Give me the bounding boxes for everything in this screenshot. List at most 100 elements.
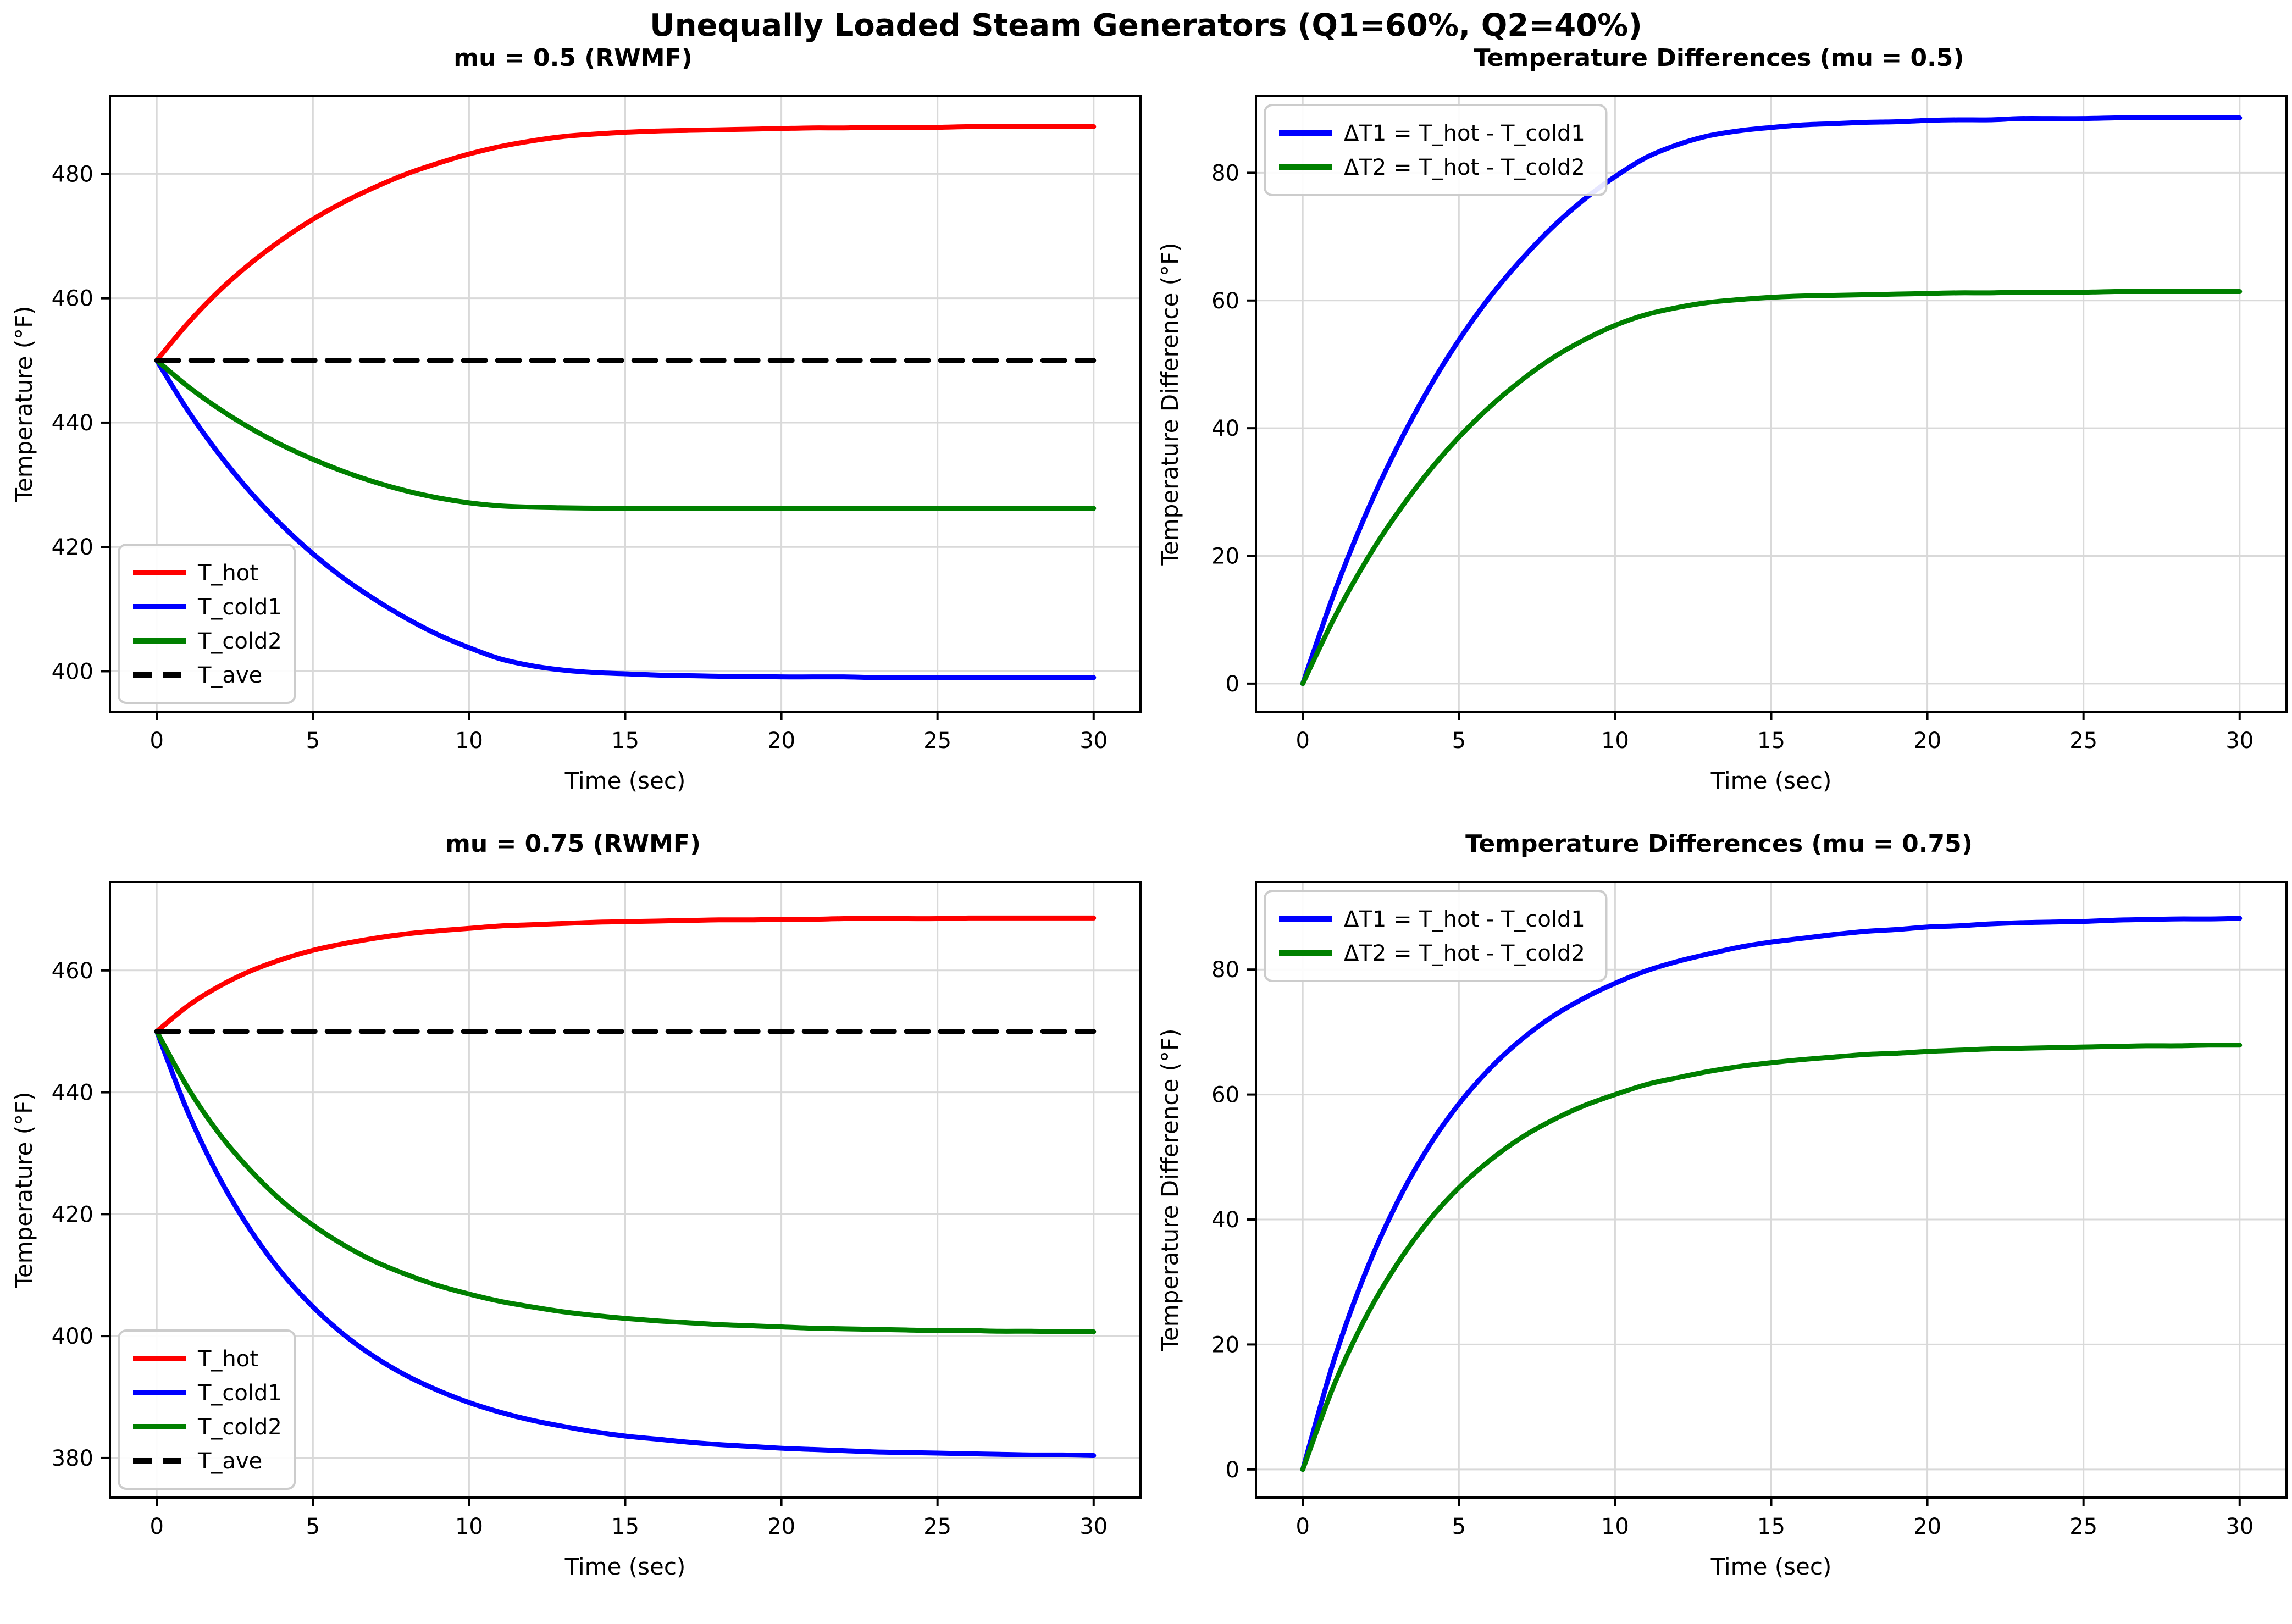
y-tick-label: 60 [1211, 289, 1239, 314]
x-tick-label: 10 [455, 1514, 483, 1539]
series-group [1300, 916, 2243, 1472]
legend: T_hot T_cold1 T_cold2 T_ave [118, 1329, 296, 1490]
x-tick-label: 0 [1296, 1514, 1310, 1539]
x-tick-label: 10 [455, 728, 483, 753]
y-tick-label: 400 [52, 659, 93, 684]
y-tick-label: 40 [1211, 1207, 1239, 1233]
subplot-title: mu = 0.5 (RWMF) [453, 44, 693, 72]
subplot-title: Temperature Differences (mu = 0.5) [1474, 44, 1964, 72]
series-line [154, 358, 1097, 680]
series-line [154, 1029, 1097, 1334]
legend: ΔT1 = T_hot - T_cold1 ΔT2 = T_hot - T_col… [1264, 890, 1608, 982]
x-tick-label: 5 [306, 1514, 320, 1539]
x-axis-label: Time (sec) [1710, 1553, 1832, 1580]
legend-label: T_hot [197, 1346, 258, 1372]
x-tick-label: 20 [767, 1514, 795, 1539]
x-tick-label: 25 [923, 1514, 951, 1539]
axis-ticks: 0 5 10 15 20 25 30 0 20 40 60 80 [1211, 957, 2254, 1539]
subplot-mu075-differences: Temperature Differences (mu = 0.75) 0 5 10… [1146, 830, 2292, 1610]
legend-label: T_ave [197, 1449, 262, 1474]
chart-svg-mu075-temperatures: 0 5 10 15 20 25 30 380 400 420 440 460 Time (sec) Tem… [10, 881, 1142, 1580]
chart-svg-mu05-temperatures: 0 5 10 15 20 25 30 400 420 440 460 480 Time (sec) Tem… [10, 95, 1142, 794]
y-tick-label: 420 [52, 535, 93, 560]
series-line [154, 124, 1097, 363]
y-axis-label: Temperature (°F) [10, 306, 37, 502]
axis-ticks: 0 5 10 15 20 25 30 400 420 440 460 480 [52, 162, 1108, 753]
series-group [154, 124, 1097, 680]
x-tick-label: 25 [2069, 728, 2097, 753]
y-tick-label: 60 [1211, 1083, 1239, 1108]
y-tick-label: 460 [52, 958, 93, 984]
series-line [1300, 289, 2243, 686]
legend-box [1264, 890, 1608, 982]
x-tick-label: 5 [1452, 1514, 1466, 1539]
x-tick-label: 20 [1913, 1514, 1941, 1539]
y-tick-label: 440 [52, 1080, 93, 1106]
legend-box [118, 1329, 296, 1490]
axis-ticks: 0 5 10 15 20 25 30 0 20 40 60 80 [1211, 160, 2254, 753]
series-line [154, 1029, 1097, 1458]
series-line [1300, 916, 2243, 1472]
x-tick-label: 10 [1601, 1514, 1629, 1539]
y-axis-label: Temperature Difference (°F) [1156, 1028, 1183, 1351]
x-tick-label: 15 [611, 1514, 639, 1539]
y-axis-label: Temperature (°F) [10, 1091, 37, 1288]
legend: ΔT1 = T_hot - T_cold1 ΔT2 = T_hot - T_col… [1264, 104, 1608, 196]
y-tick-label: 380 [52, 1446, 93, 1471]
legend-label: T_cold1 [197, 1381, 282, 1406]
figure-suptitle: Unequally Loaded Steam Generators (Q1=60… [650, 8, 1642, 43]
chart-svg-mu075-differences: 0 5 10 15 20 25 30 0 20 40 60 80 Time (sec) Temperatu… [1156, 881, 2288, 1580]
x-tick-label: 0 [1296, 728, 1310, 753]
x-axis-label: Time (sec) [564, 767, 686, 794]
series-line [154, 915, 1097, 1034]
y-tick-label: 80 [1211, 957, 1239, 983]
legend-label: ΔT2 = T_hot - T_cold2 [1344, 155, 1585, 180]
x-tick-label: 15 [1757, 728, 1785, 753]
y-tick-label: 0 [1226, 1457, 1239, 1483]
subplot-mu05-differences: Temperature Differences (mu = 0.5) 0 5 10 1… [1146, 44, 2292, 824]
x-tick-label: 15 [1757, 1514, 1785, 1539]
legend-label: ΔT1 = T_hot - T_cold1 [1344, 907, 1585, 932]
x-tick-label: 20 [1913, 728, 1941, 753]
y-tick-label: 420 [52, 1202, 93, 1227]
grid-lines [1256, 96, 2287, 712]
legend-label: T_ave [197, 663, 262, 688]
legend-label: ΔT1 = T_hot - T_cold1 [1344, 121, 1585, 146]
x-tick-label: 10 [1601, 728, 1629, 753]
y-tick-label: 40 [1211, 416, 1239, 441]
series-group [1300, 115, 2243, 686]
y-tick-label: 80 [1211, 160, 1239, 186]
x-axis-label: Time (sec) [564, 1553, 686, 1580]
x-tick-label: 30 [2225, 728, 2254, 753]
y-tick-label: 480 [52, 162, 93, 187]
legend-label: T_cold2 [197, 629, 282, 654]
subplot-title: mu = 0.75 (RWMF) [445, 830, 701, 858]
series-group [154, 915, 1097, 1458]
x-tick-label: 30 [2225, 1514, 2254, 1539]
legend-label: T_hot [197, 561, 258, 586]
legend-label: T_cold2 [197, 1415, 282, 1440]
x-tick-label: 15 [611, 728, 639, 753]
series-line [154, 358, 1097, 511]
y-axis-label: Temperature Difference (°F) [1156, 242, 1183, 566]
x-tick-label: 30 [1079, 728, 1108, 753]
x-tick-label: 0 [150, 728, 164, 753]
subplot-mu05-temperatures: mu = 0.5 (RWMF) 0 5 10 15 20 25 30 400 420 440 460… [0, 44, 1146, 824]
x-tick-label: 20 [767, 728, 795, 753]
x-tick-label: 30 [1079, 1514, 1108, 1539]
x-tick-label: 25 [923, 728, 951, 753]
legend: T_hot T_cold1 T_cold2 T_ave [118, 544, 296, 704]
y-tick-label: 0 [1226, 672, 1239, 697]
y-tick-label: 460 [52, 286, 93, 312]
axis-ticks: 0 5 10 15 20 25 30 380 400 420 440 460 [52, 958, 1108, 1539]
x-tick-label: 5 [1452, 728, 1466, 753]
series-line [1300, 115, 2243, 686]
y-tick-label: 20 [1211, 1332, 1239, 1357]
legend-label: T_cold1 [197, 595, 282, 620]
legend-box [1264, 104, 1608, 196]
subplot-mu075-temperatures: mu = 0.75 (RWMF) 0 5 10 15 20 25 30 380 400 420 44… [0, 830, 1146, 1610]
x-axis-label: Time (sec) [1710, 767, 1832, 794]
series-line [1300, 1043, 2243, 1472]
legend-label: ΔT2 = T_hot - T_cold2 [1344, 941, 1585, 966]
